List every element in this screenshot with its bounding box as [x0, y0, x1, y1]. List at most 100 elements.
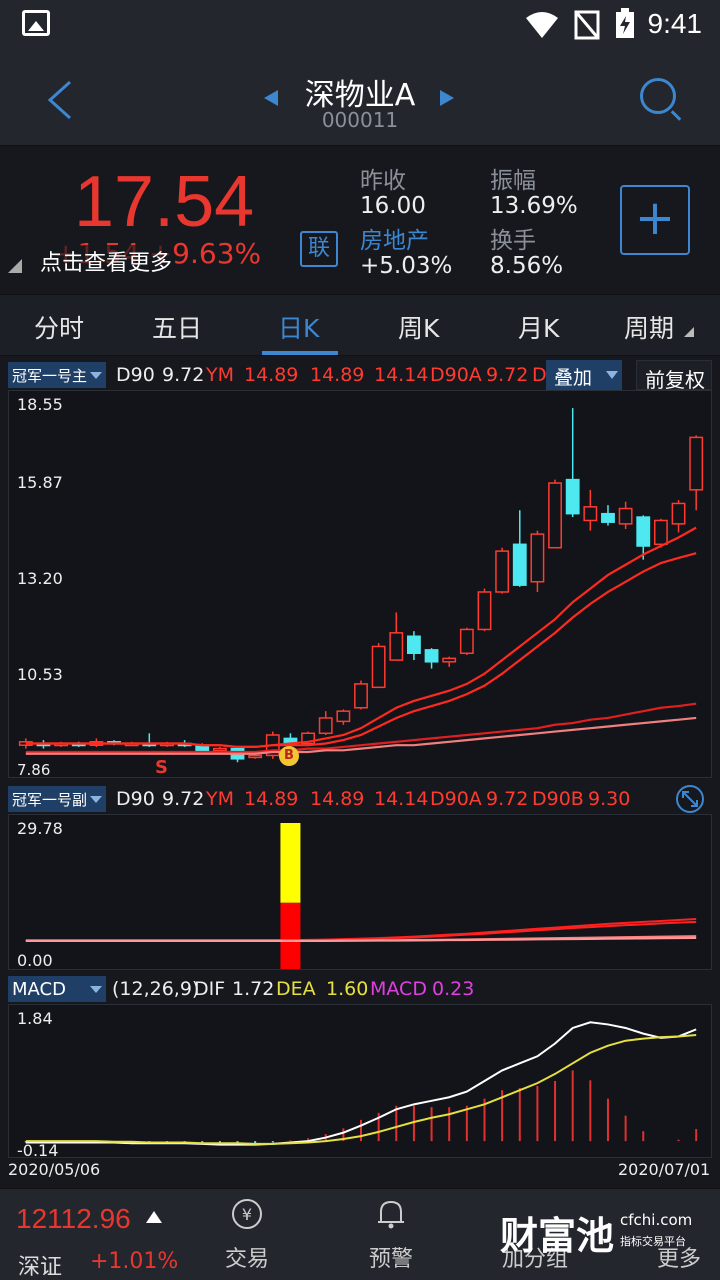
add-watchlist-button[interactable]: +	[620, 185, 690, 255]
sub-indicator-select[interactable]: 冠军一号副	[8, 786, 106, 812]
macd-indicator-row: MACD (12,26,9) DIF 1.72 DEA 1.60 MACD 0.…	[0, 974, 720, 1004]
sub-d90-value: 9.72	[162, 788, 205, 810]
macd-chart[interactable]	[9, 1005, 713, 1159]
y-label-4: 10.53	[17, 665, 63, 684]
d90-label: D90	[116, 364, 155, 386]
ym-value: 14.89	[244, 364, 299, 386]
candle	[459, 628, 474, 655]
battery-charging-icon	[616, 8, 634, 38]
status-bar: 9:41	[0, 0, 720, 50]
sub-d90b-value: 9.30	[588, 788, 631, 810]
candlestick-panel[interactable]: 18.55 15.87 13.20 10.53 7.86 S B	[8, 390, 713, 779]
dea-label: DEA	[276, 978, 316, 1000]
ma-line-d90b	[25, 716, 697, 755]
y-label-2: 15.87	[17, 473, 63, 492]
sub-d90b-label: D90B	[532, 788, 584, 810]
sub-indicator-panel[interactable]: 29.78 0.00	[8, 814, 712, 970]
candle	[424, 649, 439, 663]
nav-more[interactable]: 更多	[634, 1197, 720, 1273]
macd-params: (12,26,9)	[112, 978, 200, 1000]
period-dropdown-icon	[684, 327, 694, 337]
logo-big-text: 财富池	[500, 1214, 615, 1258]
sub-line3-value: 14.14	[374, 788, 429, 810]
index-up-icon	[146, 1211, 162, 1223]
next-stock-icon[interactable]	[440, 90, 454, 106]
candle	[406, 635, 421, 655]
sub-indicator-chart[interactable]	[9, 815, 713, 971]
gallery-icon	[22, 10, 50, 36]
search-icon[interactable]	[640, 78, 676, 114]
d90a-value: 9.72	[486, 364, 529, 386]
date-start: 2020/05/06	[8, 1160, 101, 1179]
macd-y-top: 1.84	[17, 1009, 53, 1028]
nav-add-group[interactable]: 加分组	[490, 1197, 580, 1273]
nav-trade-label: 交易	[224, 1247, 269, 1272]
sub-ym-label: YM	[206, 788, 234, 810]
sub-y-bottom: 0.00	[17, 951, 53, 970]
candle	[636, 516, 651, 547]
candle	[601, 512, 615, 523]
signal-bar-yellow	[280, 823, 301, 903]
candle	[336, 710, 351, 723]
candle	[442, 657, 457, 663]
candle	[689, 436, 704, 491]
adjust-button[interactable]: 前复权	[636, 360, 712, 390]
expand-corner-icon[interactable]	[8, 259, 22, 273]
date-end: 2020/07/01	[618, 1160, 711, 1179]
nav-more-label: 更多	[656, 1247, 701, 1272]
no-signal-icon	[574, 10, 600, 40]
dif-label: DIF	[194, 978, 226, 1000]
svg-text:¥: ¥	[242, 1205, 252, 1224]
d90-value: 9.72	[162, 364, 205, 386]
linked-button[interactable]: 联	[300, 231, 338, 267]
candle	[248, 754, 263, 759]
back-arrow-icon[interactable]	[46, 80, 74, 120]
expand-icon[interactable]	[674, 784, 706, 814]
tab-intraday[interactable]: 分时	[34, 314, 85, 343]
candle	[583, 506, 598, 522]
ma-line-v3	[25, 552, 697, 749]
quote-panel: 17.54 +1.54 +9.63% 点击查看更多 联 昨收 16.00 房地产…	[0, 147, 720, 293]
dea-value: 1.60	[326, 978, 369, 1000]
logo-sub-text: 指标交易平台	[620, 1235, 686, 1248]
buy-marker: B	[279, 746, 299, 766]
prev-stock-icon[interactable]	[264, 90, 278, 106]
tab-monthly-k[interactable]: 月K	[518, 314, 560, 343]
header: 深物业A 000011	[0, 50, 720, 146]
tab-period[interactable]: 周期	[624, 314, 675, 343]
macd-select[interactable]: MACD	[8, 976, 106, 1002]
clock: 9:41	[647, 8, 703, 39]
prev-close-value: 16.00	[360, 193, 426, 219]
macd-label: MACD	[370, 978, 427, 1000]
main-indicator-select[interactable]: 冠军一号主	[8, 362, 106, 388]
overlay-button[interactable]: 叠加	[546, 360, 622, 390]
tab-weekly-k[interactable]: 周K	[398, 314, 440, 343]
macd-value: 0.23	[432, 978, 475, 1000]
nav-alert[interactable]: 预警	[346, 1197, 436, 1273]
index-value[interactable]: 12112.96	[16, 1203, 131, 1234]
candle	[389, 632, 404, 661]
candle	[212, 747, 227, 752]
sell-marker: S	[155, 757, 168, 778]
tab-five-day[interactable]: 五日	[152, 314, 203, 343]
candlestick-chart[interactable]	[9, 391, 713, 779]
nav-add-group-label: 加分组	[501, 1247, 568, 1272]
view-more-hint[interactable]: 点击查看更多	[40, 245, 173, 277]
stock-code: 000011	[321, 108, 399, 132]
period-tabs: 分时 五日 日K 周K 月K 周期	[0, 294, 720, 356]
tab-daily-k[interactable]: 日K	[278, 314, 320, 343]
sub-line2-value: 14.89	[310, 788, 365, 810]
d-truncated: D	[532, 364, 547, 386]
ma-line-ym	[25, 526, 697, 749]
candle	[354, 683, 368, 709]
sector-label[interactable]: 房地产	[360, 228, 429, 254]
candle	[653, 519, 668, 546]
candle	[671, 502, 686, 525]
y-label-3: 13.20	[17, 569, 63, 588]
candle	[495, 550, 510, 593]
macd-panel[interactable]: 1.84 -0.14	[8, 1004, 713, 1160]
ym-label: YM	[206, 364, 234, 386]
line3-value: 14.14	[374, 364, 429, 386]
nav-trade[interactable]: ¥ 交易	[202, 1197, 292, 1273]
current-price: 17.54	[74, 162, 255, 242]
